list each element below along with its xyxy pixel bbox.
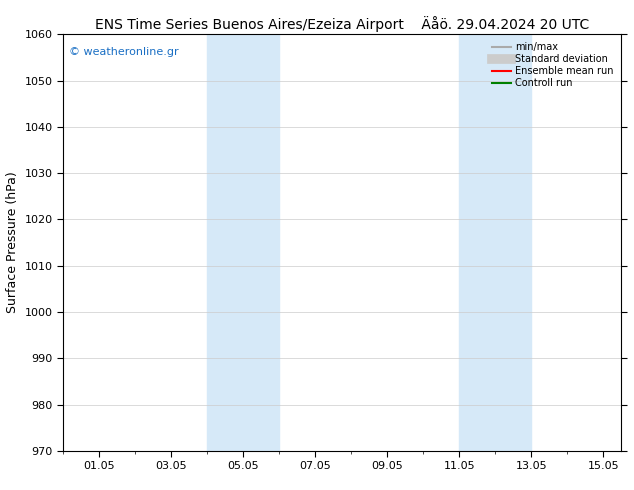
Legend: min/max, Standard deviation, Ensemble mean run, Controll run: min/max, Standard deviation, Ensemble me… [489,39,616,91]
Bar [460,34,531,451]
Bar [207,34,280,451]
Y-axis label: Surface Pressure (hPa): Surface Pressure (hPa) [6,172,19,314]
Title: ENS Time Series Buenos Aires/Ezeiza Airport    Äåö. 29.04.2024 20 UTC: ENS Time Series Buenos Aires/Ezeiza Airp… [95,16,590,32]
Text: © weatheronline.gr: © weatheronline.gr [69,47,179,57]
